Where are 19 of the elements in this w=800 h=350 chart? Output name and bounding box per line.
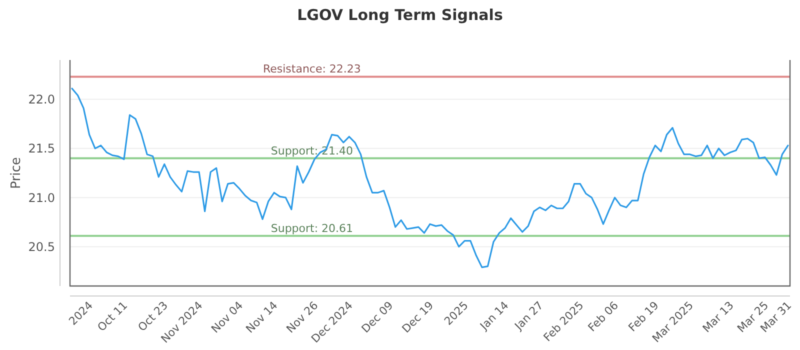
y-tick-label: 20.5	[28, 240, 55, 254]
y-tick-label: 21.5	[28, 142, 55, 156]
chart-title: LGOV Long Term Signals	[297, 6, 503, 24]
ref-line-label: Resistance: 22.23	[262, 62, 361, 76]
x-tick-label: Jan 14	[476, 298, 512, 334]
y-tick-label: 21.0	[28, 190, 55, 205]
x-tick-label: Mar 13	[700, 298, 736, 336]
y-tick-label: 22.0	[28, 92, 55, 107]
y-axis-title: Price	[9, 157, 24, 189]
line-series	[71, 88, 789, 268]
ref-line-label: Support: 21.40	[270, 144, 354, 158]
x-tick-label: Dec 09	[359, 298, 396, 336]
x-tick-label: Nov 04	[208, 298, 246, 336]
x-tick-label: Oct 11	[95, 298, 130, 334]
x-tick-label: Jan 27	[512, 298, 546, 334]
ref-line-label: Support: 20.61	[270, 222, 354, 235]
x-tick-label: Nov 14	[243, 298, 280, 336]
x-tick-label: Dec 19	[400, 298, 436, 336]
x-tick-label: Feb 06	[586, 298, 621, 334]
